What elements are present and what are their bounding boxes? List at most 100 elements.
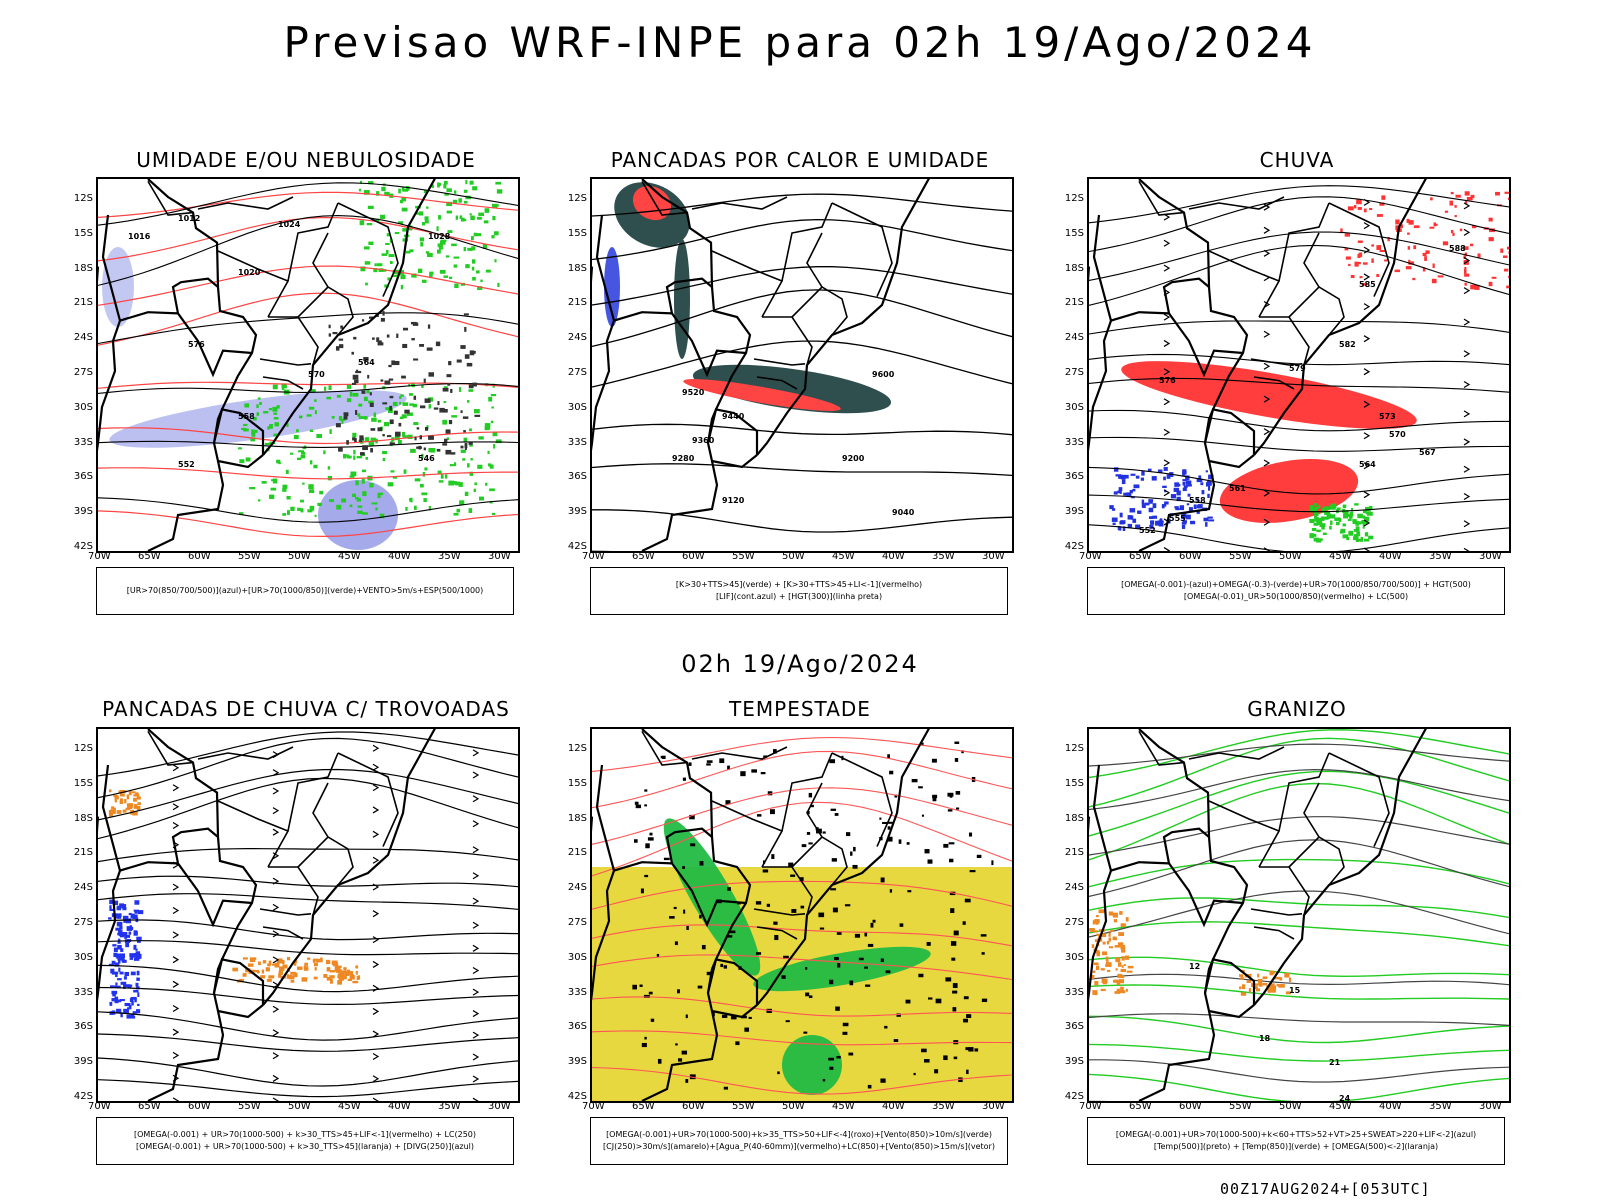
lat-tick: 18S (73, 812, 93, 824)
instability-red (683, 379, 841, 411)
coastlines-borders (1089, 729, 1427, 1101)
contour-lines (1089, 729, 1509, 1101)
lat-tick: 24S (73, 332, 93, 344)
lon-tick: 30W (488, 1101, 511, 1112)
lon-tick: 55W (1229, 1101, 1252, 1112)
lat-tick: 12S (567, 743, 587, 754)
lon-tick: 40W (388, 551, 411, 562)
lat-tick: 30S (1064, 951, 1084, 963)
lat-tick: 42S (73, 541, 93, 552)
panel-title-trovoadas: PANCADAS DE CHUVA C/ TROVOADAS (102, 697, 510, 721)
contour-lines (592, 736, 1012, 1101)
lon-tick: 55W (1229, 551, 1252, 562)
lat-tick: 12S (1064, 193, 1084, 204)
lon-tick: 65W (632, 1101, 655, 1112)
map-tempestade (590, 727, 1014, 1103)
lat-tick: 21S (73, 847, 93, 859)
wind-green (663, 818, 761, 976)
lon-tick: 70W (582, 551, 605, 562)
lat-tick: 42S (1064, 1091, 1084, 1102)
contour-lines (592, 193, 1012, 551)
contour-label: 1028 (428, 232, 451, 241)
lon-tick: 35W (932, 551, 955, 562)
lat-tick: 15S (73, 777, 93, 789)
lon-tick: 30W (1479, 551, 1502, 562)
lat-tick: 33S (1064, 436, 1084, 448)
lat-tick: 24S (1064, 882, 1084, 894)
contour-label: 573 (1379, 412, 1396, 421)
lat-tick: 39S (73, 1056, 93, 1068)
legend-line: [OMEGA(-0.001)-(azul)+OMEGA(-0.3)-(verde… (1121, 580, 1471, 589)
contour-label: 1012 (178, 214, 200, 223)
lon-tick: 30W (1479, 1101, 1502, 1112)
lat-tick: 39S (73, 506, 93, 518)
contour-label: 558 (238, 412, 255, 421)
lat-tick: 27S (567, 367, 587, 378)
lon-tick: 60W (1179, 551, 1202, 562)
contour-label: 9280 (672, 454, 695, 463)
lat-tick: 42S (567, 541, 587, 552)
lat-tick: 36S (567, 1021, 587, 1033)
lon-tick: 50W (1279, 1101, 1302, 1112)
legend-trovoadas: [OMEGA(-0.001) + UR>70(1000-500) + k>30_… (96, 1117, 514, 1165)
instability-green (692, 364, 892, 414)
lon-tick: 40W (882, 551, 905, 562)
lon-tick: 65W (138, 1101, 161, 1112)
lon-tick: 35W (438, 1101, 461, 1112)
contour-label: 9600 (872, 370, 895, 379)
legend-umidade: [UR>70(850/700/500)](azul)+[UR>70(1000/8… (96, 567, 514, 615)
map-trovoadas (96, 727, 520, 1103)
lon-tick: 45W (832, 1101, 855, 1112)
coastlines-borders (1089, 179, 1427, 551)
contour-label: 570 (308, 370, 325, 379)
lat-tick: 36S (1064, 471, 1084, 483)
wind-green (753, 946, 931, 992)
lat-tick: 21S (1064, 297, 1084, 309)
legend-pancadas-calor: [K>30+TTS>45](verde) + [K>30+TTS>45+LI<-… (590, 567, 1008, 615)
lat-tick: 33S (73, 436, 93, 448)
contour-lines (98, 191, 518, 538)
lat-tick: 12S (567, 193, 587, 204)
run-footer: 00Z17AUG2024+[053UTC] (1220, 1180, 1431, 1198)
lat-tick: 39S (1064, 1056, 1084, 1068)
lat-tick: 30S (73, 951, 93, 963)
contour-lines (98, 731, 518, 1101)
contour-label: 588 (1449, 244, 1466, 253)
lon-tick: 30W (488, 551, 511, 562)
wind-vectors (328, 311, 481, 456)
lat-tick: 30S (567, 401, 587, 413)
lat-tick: 18S (567, 812, 587, 824)
lat-tick: 27S (73, 367, 93, 378)
contour-label: 558 (1189, 496, 1206, 505)
lon-tick: 50W (782, 551, 805, 562)
lat-tick: 24S (567, 882, 587, 894)
contour-label: 564 (1359, 460, 1376, 469)
lat-tick: 33S (73, 986, 93, 998)
contour-label: 576 (188, 340, 205, 349)
lat-tick: 33S (1064, 986, 1084, 998)
coastlines-borders (98, 179, 436, 551)
legend-line: [CJ(250)>30m/s](amarelo)+[Agua_P(40-60mm… (603, 1142, 995, 1151)
lon-tick: 50W (1279, 551, 1302, 562)
lon-tick: 55W (732, 551, 755, 562)
lif-blue (604, 247, 620, 327)
lat-tick: 18S (1064, 812, 1084, 824)
contour-label: 552 (1139, 526, 1156, 535)
humidity-shade-blue (109, 390, 407, 448)
contour-label: 1024 (278, 220, 301, 229)
panel-title-tempestade: TEMPESTADE (729, 697, 871, 721)
lon-tick: 45W (1329, 551, 1352, 562)
legend-line: [OMEGA(-0.001)+UR>70(1000-500)+k>35_TTS>… (606, 1130, 992, 1139)
contour-label: 546 (418, 454, 435, 463)
lon-tick: 65W (138, 551, 161, 562)
legend-tempestade: [OMEGA(-0.001)+UR>70(1000-500)+k>35_TTS>… (590, 1117, 1008, 1165)
contour-lines (1089, 185, 1509, 551)
contour-label: 18 (1259, 1034, 1271, 1043)
contour-label: 576 (1159, 376, 1176, 385)
lat-tick: 24S (73, 882, 93, 894)
lat-tick: 42S (1064, 541, 1084, 552)
storm-orange (108, 789, 141, 817)
humidity-shade-blue (318, 480, 398, 550)
contour-label: 555 (1169, 514, 1186, 523)
rain-red (1121, 361, 1417, 429)
